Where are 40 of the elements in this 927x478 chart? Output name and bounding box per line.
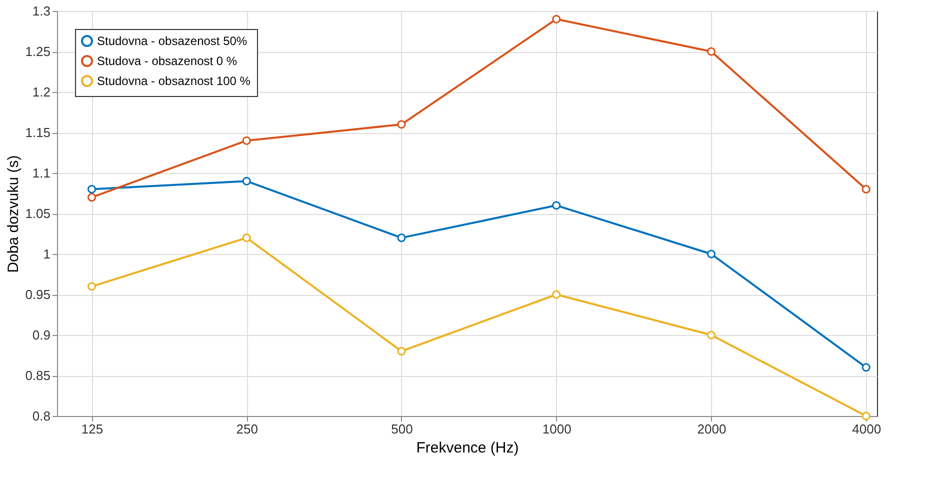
y-tick-label: 0.8 [32, 408, 50, 424]
y-axis-title: Doba dozvuku (s) [5, 155, 22, 273]
x-tick-label: 125 [81, 422, 104, 436]
legend-label: Studovna - obsaznost 100 % [97, 74, 251, 88]
point [242, 136, 251, 145]
x-tick-label: 1000 [542, 422, 572, 436]
y-tick-label: 1.15 [25, 125, 50, 140]
y-tick-label: 1.05 [25, 206, 50, 221]
legend-label: Studova - obsazenost 0 % [97, 54, 238, 68]
point [862, 363, 870, 372]
x-tick-label: 4000 [852, 422, 882, 436]
y-tick-label: 0.85 [25, 368, 50, 383]
y-tick-label: 1 [43, 246, 50, 262]
point [397, 346, 406, 356]
x-axis-title: Frekvence (Hz) [416, 440, 519, 456]
point [87, 193, 96, 202]
point [862, 412, 870, 420]
point [397, 234, 406, 242]
point [552, 290, 561, 299]
x-tick-label: 500 [391, 422, 413, 436]
point [552, 14, 561, 24]
y-tick-label: 1.3 [32, 4, 50, 18]
y-tick-label: 0.95 [25, 287, 50, 302]
y-tick-label: 1.1 [32, 166, 50, 180]
y-tick-label: 1.2 [32, 84, 50, 100]
point [706, 250, 716, 258]
point [862, 184, 870, 194]
point [87, 282, 96, 291]
x-tick-label: 2000 [697, 422, 726, 436]
point [242, 234, 251, 242]
y-tick-label: 1.25 [25, 44, 50, 59]
point [706, 47, 716, 56]
x-tick-label: 250 [236, 422, 258, 436]
y-tick-label: 0.9 [32, 328, 50, 342]
point [552, 201, 561, 210]
point [87, 184, 96, 194]
legend-label: Studovna - obsazenost 50% [97, 34, 248, 48]
point [706, 330, 716, 340]
point [397, 120, 406, 129]
point [242, 176, 251, 186]
